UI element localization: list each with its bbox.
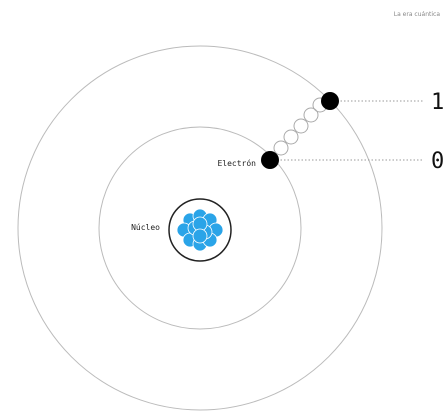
nucleus-label: Núcleo	[131, 223, 160, 232]
electron-excited	[321, 92, 339, 110]
atom-diagram: La era cuántica Núcleo Electrón 1 0	[0, 0, 447, 416]
electron	[261, 151, 279, 169]
state-one: 1	[431, 90, 444, 115]
state-zero: 0	[431, 149, 444, 174]
photon-chain	[274, 98, 327, 155]
nucleus	[169, 199, 231, 261]
electron-label: Electrón	[217, 158, 256, 168]
page-title: La era cuántica	[394, 11, 441, 18]
